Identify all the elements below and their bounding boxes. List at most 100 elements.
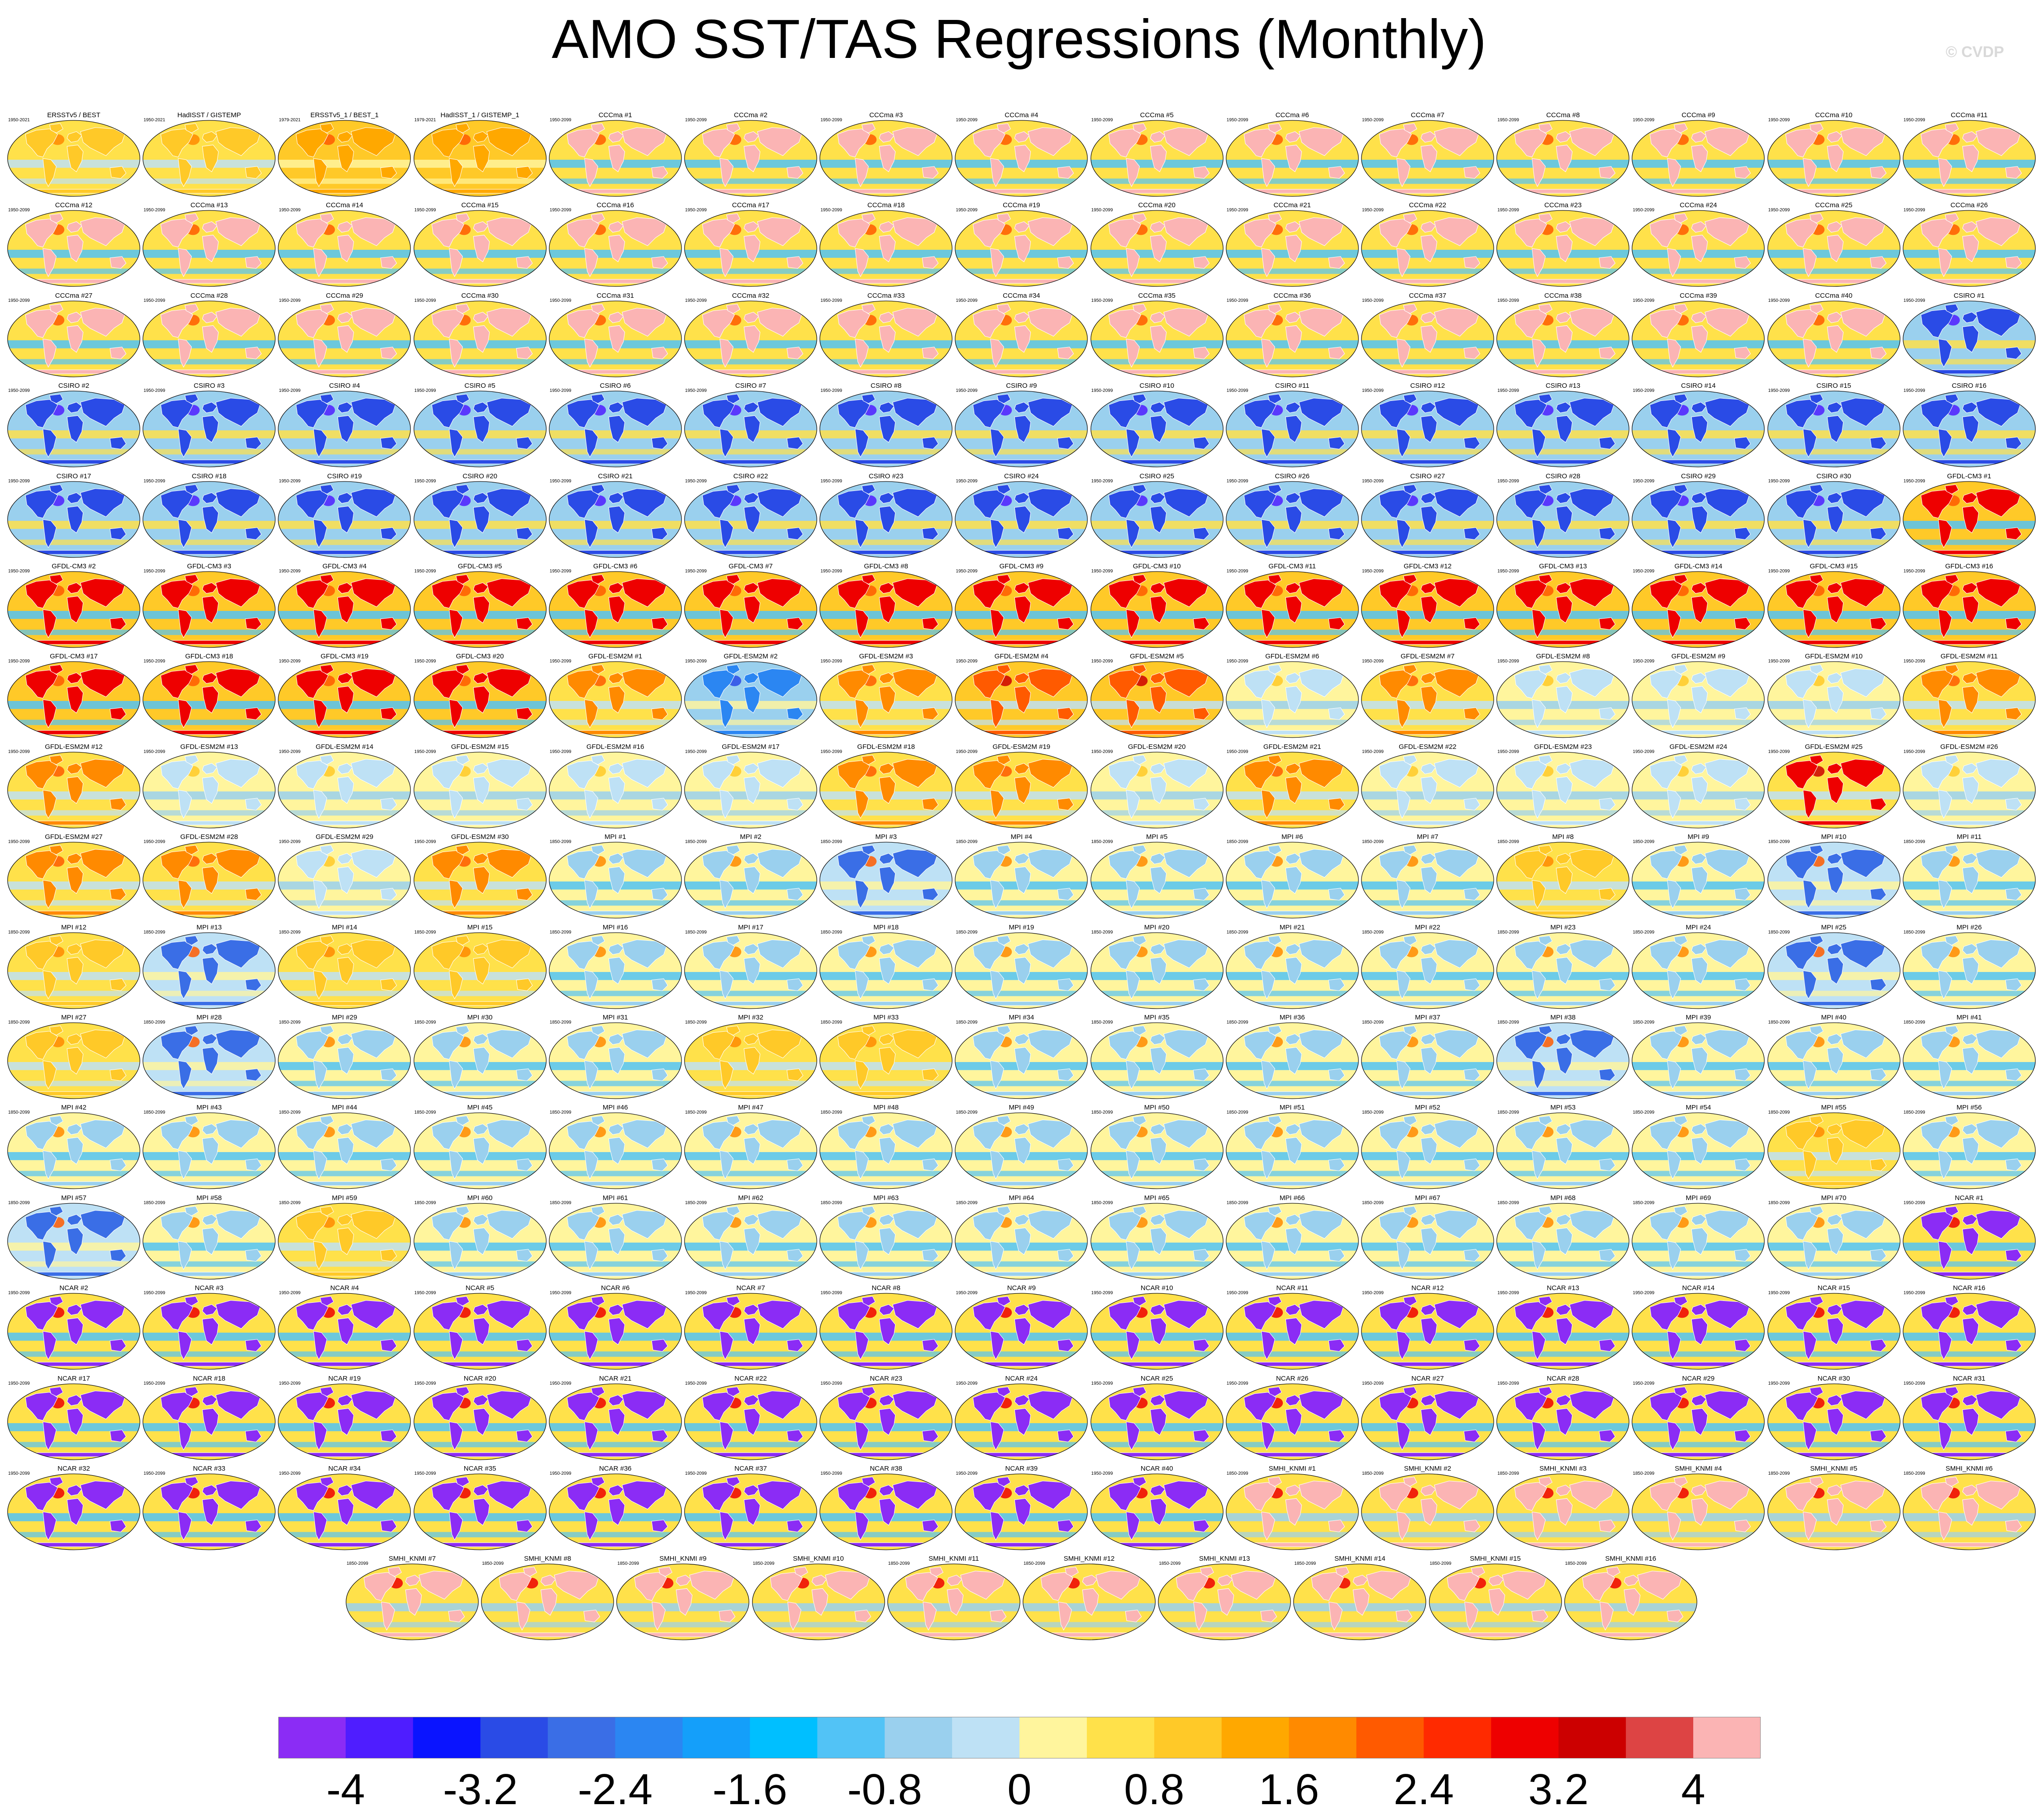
continent-shape [49,484,63,494]
continent-shape [428,640,532,645]
world-map [1496,1473,1629,1550]
world-map [819,1022,952,1099]
panel-title: CSIRO #12 [1410,382,1445,390]
continent-shape [1403,304,1417,314]
ocean-band [278,539,411,545]
continent-shape [1125,429,1140,458]
continent-shape [1240,1542,1344,1547]
continent-shape [567,129,600,157]
continent-shape [1105,1362,1209,1367]
ocean-band [414,810,546,816]
ocean-band [684,1351,817,1357]
continent-shape [202,221,218,233]
map-panel: CCCma #1 1950-2099 [548,111,683,197]
continent-shape [1420,415,1438,443]
ocean-band [7,268,140,274]
continent-shape [293,730,396,735]
ocean-band [1226,810,1358,816]
map-border [1361,391,1494,467]
continent-shape [631,1633,735,1638]
continent-shape [157,459,261,464]
continent-shape [1376,1091,1480,1096]
continent-shape [1599,256,1616,269]
panel-years: 1950-2099 [1226,208,1248,213]
continent-shape [719,158,734,187]
world-map [1767,1022,1900,1099]
continent-shape [49,304,63,314]
map-panel: GFDL-ESM2M #14 1950-2099 [277,743,412,829]
ocean-band [1767,1171,1900,1177]
world-map [819,1112,952,1189]
continent-shape [448,158,463,187]
ocean-band [549,991,681,996]
world-map [1090,120,1224,197]
ocean-band [1767,268,1900,274]
continent-shape [1944,394,1959,404]
map-panel: CCCma #9 1950-2099 [1631,111,1766,197]
continent-shape [1514,309,1548,338]
continent-shape [1556,131,1571,143]
continent-shape [1511,910,1615,915]
colorbar-swatch [885,1717,952,1758]
map-border [549,210,682,287]
panel-years: 1950-2099 [1226,298,1248,303]
continent-shape [67,131,82,143]
map-panel: CCCma #2 1950-2099 [683,111,818,197]
ocean-band [1090,1442,1223,1447]
world-map [7,300,140,377]
ocean-band [1090,1532,1223,1538]
continent-shape [1105,369,1209,374]
continent-shape [1674,123,1688,133]
map-panel: NCAR #34 1950-2099 [277,1465,412,1550]
continent-shape [293,1362,396,1367]
world-map [1496,300,1629,377]
continent-shape [862,123,876,133]
ocean-band [7,900,140,906]
world-map [1361,210,1494,287]
continent-shape [185,394,199,404]
map-panel: NCAR #36 1950-2099 [548,1465,683,1550]
continent-shape [1827,144,1843,172]
continent-shape [837,309,871,338]
map-panel: MPI #6 1850-2099 [1225,833,1360,919]
continent-shape [1150,505,1167,534]
continent-shape [743,325,761,353]
map-panel: NCAR #15 1950-2099 [1767,1284,1901,1370]
map-panel: ERSSTv5 / BEST 1950-2021 [6,111,141,197]
ocean-band [1361,991,1494,996]
map-panel: CSIRO #2 1950-2099 [6,382,141,467]
ocean-band [1226,1171,1358,1177]
ocean-band [1361,1081,1494,1086]
map-panel: MPI #38 1850-2099 [1495,1014,1630,1099]
world-map [684,300,817,377]
continent-shape [22,820,126,825]
continent-shape [67,311,82,323]
map-panel: CSIRO #18 1950-2099 [142,472,276,558]
continent-shape [157,189,261,194]
map-panel: MPI #66 1850-2099 [1225,1194,1360,1280]
continent-shape [1920,129,1953,157]
continent-shape [563,369,667,374]
continent-shape [970,1001,1073,1006]
panel-years: 1950-2099 [143,208,166,213]
world-map [413,210,547,287]
panel-title: CCCma #24 [1680,201,1717,210]
ocean-band [819,449,952,455]
continent-shape [293,369,396,374]
ocean-band [955,991,1088,996]
continent-shape [1243,489,1276,519]
world-map [1226,1112,1359,1189]
panel-years: 1950-2099 [956,298,978,303]
continent-shape [767,1633,870,1638]
continent-shape [157,730,261,735]
continent-shape [320,394,334,404]
world-map [955,842,1088,919]
ocean-band [819,1171,952,1177]
ocean-band [1767,810,1900,816]
continent-shape [293,640,396,645]
world-map [7,1022,140,1099]
map-panel: MPI #56 1850-2099 [1902,1104,2037,1189]
panel-title: CSIRO #23 [868,472,904,480]
continent-shape [1014,221,1030,233]
world-map [819,1473,952,1550]
